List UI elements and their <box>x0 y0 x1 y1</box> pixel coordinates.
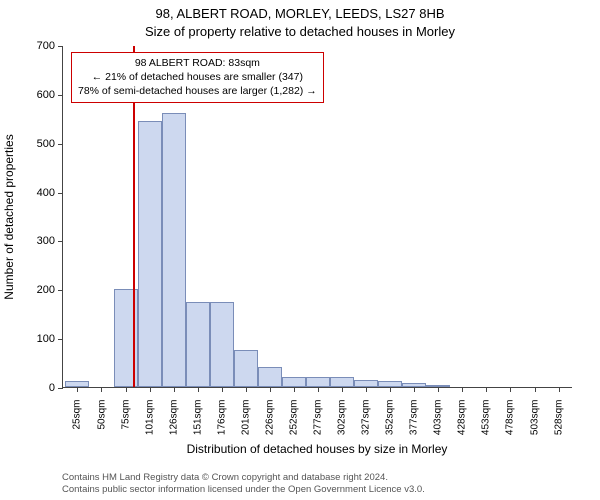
x-tick <box>486 387 487 392</box>
x-tick <box>77 387 78 392</box>
histogram-bar <box>186 302 210 388</box>
x-tick <box>462 387 463 392</box>
chart-title-line2: Size of property relative to detached ho… <box>0 24 600 39</box>
x-tick <box>390 387 391 392</box>
x-tick-label: 377sqm <box>409 400 420 444</box>
x-tick-label: 503sqm <box>529 400 540 444</box>
x-tick-label: 226sqm <box>264 400 275 444</box>
y-tick <box>58 339 63 340</box>
histogram-bar <box>258 367 282 387</box>
x-tick-label: 201sqm <box>240 400 251 444</box>
histogram-bar <box>210 302 234 388</box>
plot-area: 010020030040050060070025sqm50sqm75sqm101… <box>62 46 572 388</box>
x-tick <box>198 387 199 392</box>
x-tick-label: 352sqm <box>385 400 396 444</box>
x-tick-label: 277sqm <box>313 400 324 444</box>
x-tick <box>535 387 536 392</box>
histogram-bar <box>282 377 306 387</box>
x-tick-label: 428sqm <box>457 400 468 444</box>
x-tick <box>438 387 439 392</box>
x-tick-label: 528sqm <box>553 400 564 444</box>
x-tick-label: 101sqm <box>144 400 155 444</box>
x-tick-label: 478sqm <box>505 400 516 444</box>
x-tick <box>294 387 295 392</box>
annotation-line: ← 21% of detached houses are smaller (34… <box>78 70 317 84</box>
x-tick <box>318 387 319 392</box>
x-axis-label: Distribution of detached houses by size … <box>62 442 572 456</box>
y-tick-label: 300 <box>15 236 55 247</box>
histogram-bar <box>138 121 162 387</box>
x-tick <box>414 387 415 392</box>
y-tick <box>58 388 63 389</box>
x-tick <box>150 387 151 392</box>
y-tick <box>58 193 63 194</box>
histogram-bar <box>306 377 330 387</box>
x-tick-label: 252sqm <box>288 400 299 444</box>
y-tick-label: 100 <box>15 334 55 345</box>
x-tick-label: 327sqm <box>361 400 372 444</box>
x-tick-label: 151sqm <box>192 400 203 444</box>
annotation-box: 98 ALBERT ROAD: 83sqm← 21% of detached h… <box>71 52 324 103</box>
y-tick <box>58 144 63 145</box>
x-tick-label: 25sqm <box>72 400 83 444</box>
x-tick-label: 403sqm <box>433 400 444 444</box>
x-tick <box>101 387 102 392</box>
y-tick <box>58 95 63 96</box>
x-tick <box>559 387 560 392</box>
x-tick-label: 302sqm <box>337 400 348 444</box>
annotation-line: 78% of semi-detached houses are larger (… <box>78 84 317 98</box>
x-tick <box>246 387 247 392</box>
x-tick <box>270 387 271 392</box>
x-tick-label: 453sqm <box>481 400 492 444</box>
y-tick-label: 700 <box>15 41 55 52</box>
y-tick <box>58 290 63 291</box>
chart-container: 98, ALBERT ROAD, MORLEY, LEEDS, LS27 8HB… <box>0 0 600 500</box>
x-tick <box>342 387 343 392</box>
x-tick-label: 75sqm <box>120 400 131 444</box>
chart-title-line1: 98, ALBERT ROAD, MORLEY, LEEDS, LS27 8HB <box>0 6 600 21</box>
y-tick-label: 0 <box>15 383 55 394</box>
y-tick-label: 600 <box>15 90 55 101</box>
x-tick <box>510 387 511 392</box>
annotation-line: 98 ALBERT ROAD: 83sqm <box>78 56 317 70</box>
x-tick-label: 50sqm <box>96 400 107 444</box>
x-tick-label: 176sqm <box>216 400 227 444</box>
x-tick <box>366 387 367 392</box>
histogram-bar <box>330 377 354 387</box>
histogram-bar <box>162 113 186 387</box>
histogram-bar <box>234 350 258 387</box>
credits-line1: Contains HM Land Registry data © Crown c… <box>62 472 590 484</box>
y-tick <box>58 46 63 47</box>
x-tick-label: 126sqm <box>168 400 179 444</box>
credits-line2: Contains public sector information licen… <box>62 484 590 496</box>
y-tick-label: 400 <box>15 188 55 199</box>
y-tick-label: 200 <box>15 285 55 296</box>
x-tick <box>174 387 175 392</box>
histogram-bar <box>354 380 378 387</box>
x-tick <box>126 387 127 392</box>
y-tick-label: 500 <box>15 139 55 150</box>
x-tick <box>222 387 223 392</box>
y-tick <box>58 241 63 242</box>
credits-block: Contains HM Land Registry data © Crown c… <box>62 472 590 496</box>
